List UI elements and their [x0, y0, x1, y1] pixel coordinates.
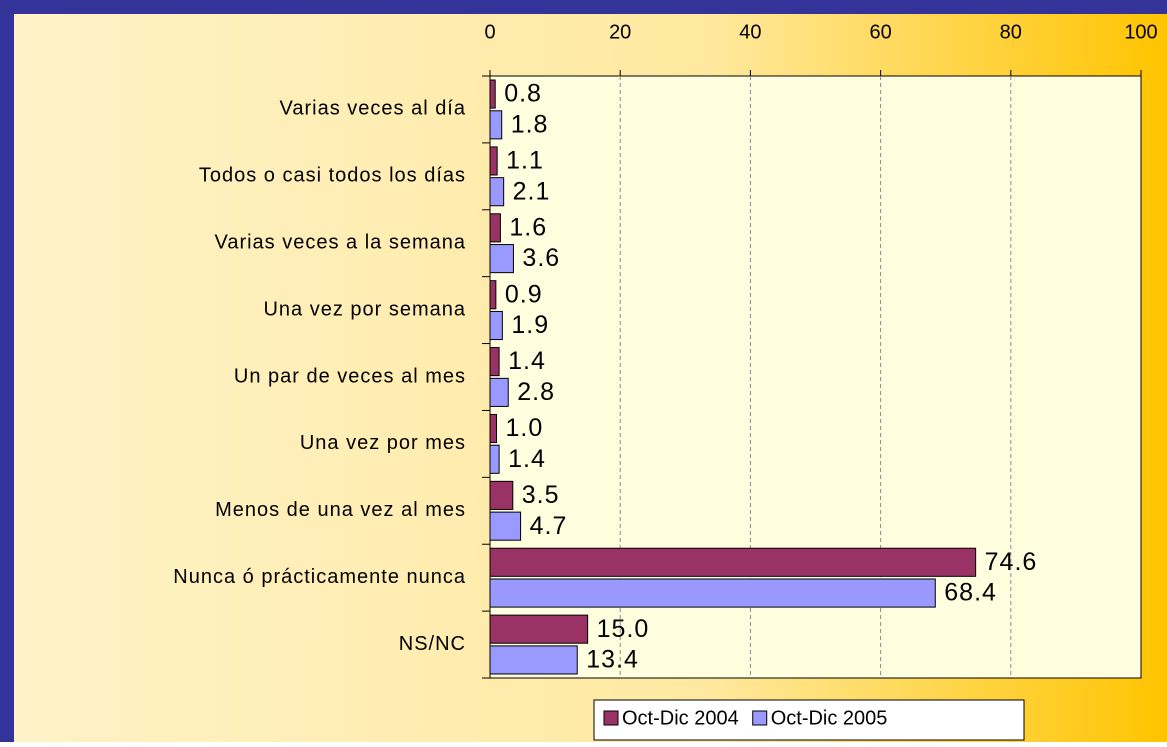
bar	[489, 511, 522, 541]
bar	[489, 480, 514, 510]
data-label: 1.1	[506, 147, 544, 175]
bar	[489, 79, 496, 109]
bar	[489, 146, 498, 176]
data-label: 3.5	[522, 481, 560, 509]
y-tick-label: Una vez por semana	[263, 298, 466, 320]
bar	[489, 280, 497, 310]
bar	[489, 547, 977, 577]
plot-area	[489, 75, 1142, 679]
bar	[489, 645, 578, 675]
x-tick-label: 80	[1000, 21, 1022, 43]
bar	[489, 614, 589, 644]
data-label: 74.6	[985, 548, 1038, 576]
data-label: 0.8	[504, 80, 542, 108]
bar	[489, 347, 500, 377]
bar	[489, 110, 503, 140]
y-tick-label: Todos o casi todos los días	[199, 165, 466, 187]
data-label: 1.9	[511, 311, 549, 339]
legend-swatch	[752, 710, 768, 726]
bar	[489, 444, 500, 474]
y-tick-label: Nunca ó prácticamente nunca	[173, 566, 466, 588]
legend-label: Oct-Dic 2004	[622, 707, 739, 729]
y-tick-label: Un par de veces al mes	[234, 365, 466, 387]
bar	[489, 310, 503, 341]
x-tick-label: 0	[484, 21, 495, 43]
y-tick-label: Una vez por mes	[300, 432, 466, 454]
x-tick-label: 60	[869, 21, 891, 43]
bar	[489, 578, 936, 608]
y-tick-label: Varias veces a la semana	[214, 232, 466, 254]
data-label: 4.7	[530, 512, 568, 540]
legend-box	[593, 699, 1025, 741]
bar	[489, 244, 514, 274]
y-tick-label: Varias veces al día	[280, 98, 467, 120]
x-tick-label: 20	[609, 21, 631, 43]
data-label: 1.6	[509, 213, 547, 241]
data-label: 1.4	[508, 445, 546, 473]
bar	[489, 413, 498, 444]
data-label: 13.4	[586, 646, 639, 674]
data-label: 1.0	[506, 414, 544, 442]
data-label: 1.8	[511, 110, 549, 138]
legend-label: Oct-Dic 2005	[771, 707, 888, 729]
data-label: 68.4	[944, 579, 997, 607]
bar	[489, 377, 509, 407]
legend-swatch	[603, 710, 619, 726]
data-label: 0.9	[505, 280, 543, 308]
y-tick-label: Menos de una vez al mes	[215, 499, 466, 521]
bar	[489, 213, 501, 243]
data-label: 2.1	[513, 177, 551, 205]
data-label: 15.0	[597, 615, 650, 643]
x-tick-label: 40	[739, 21, 761, 43]
data-label: 1.4	[508, 347, 546, 375]
data-label: 3.6	[522, 244, 560, 272]
x-tick-label: 100	[1124, 21, 1157, 43]
y-tick-label: NS/NC	[399, 633, 466, 655]
bar	[489, 177, 505, 207]
data-label: 2.8	[517, 378, 555, 406]
